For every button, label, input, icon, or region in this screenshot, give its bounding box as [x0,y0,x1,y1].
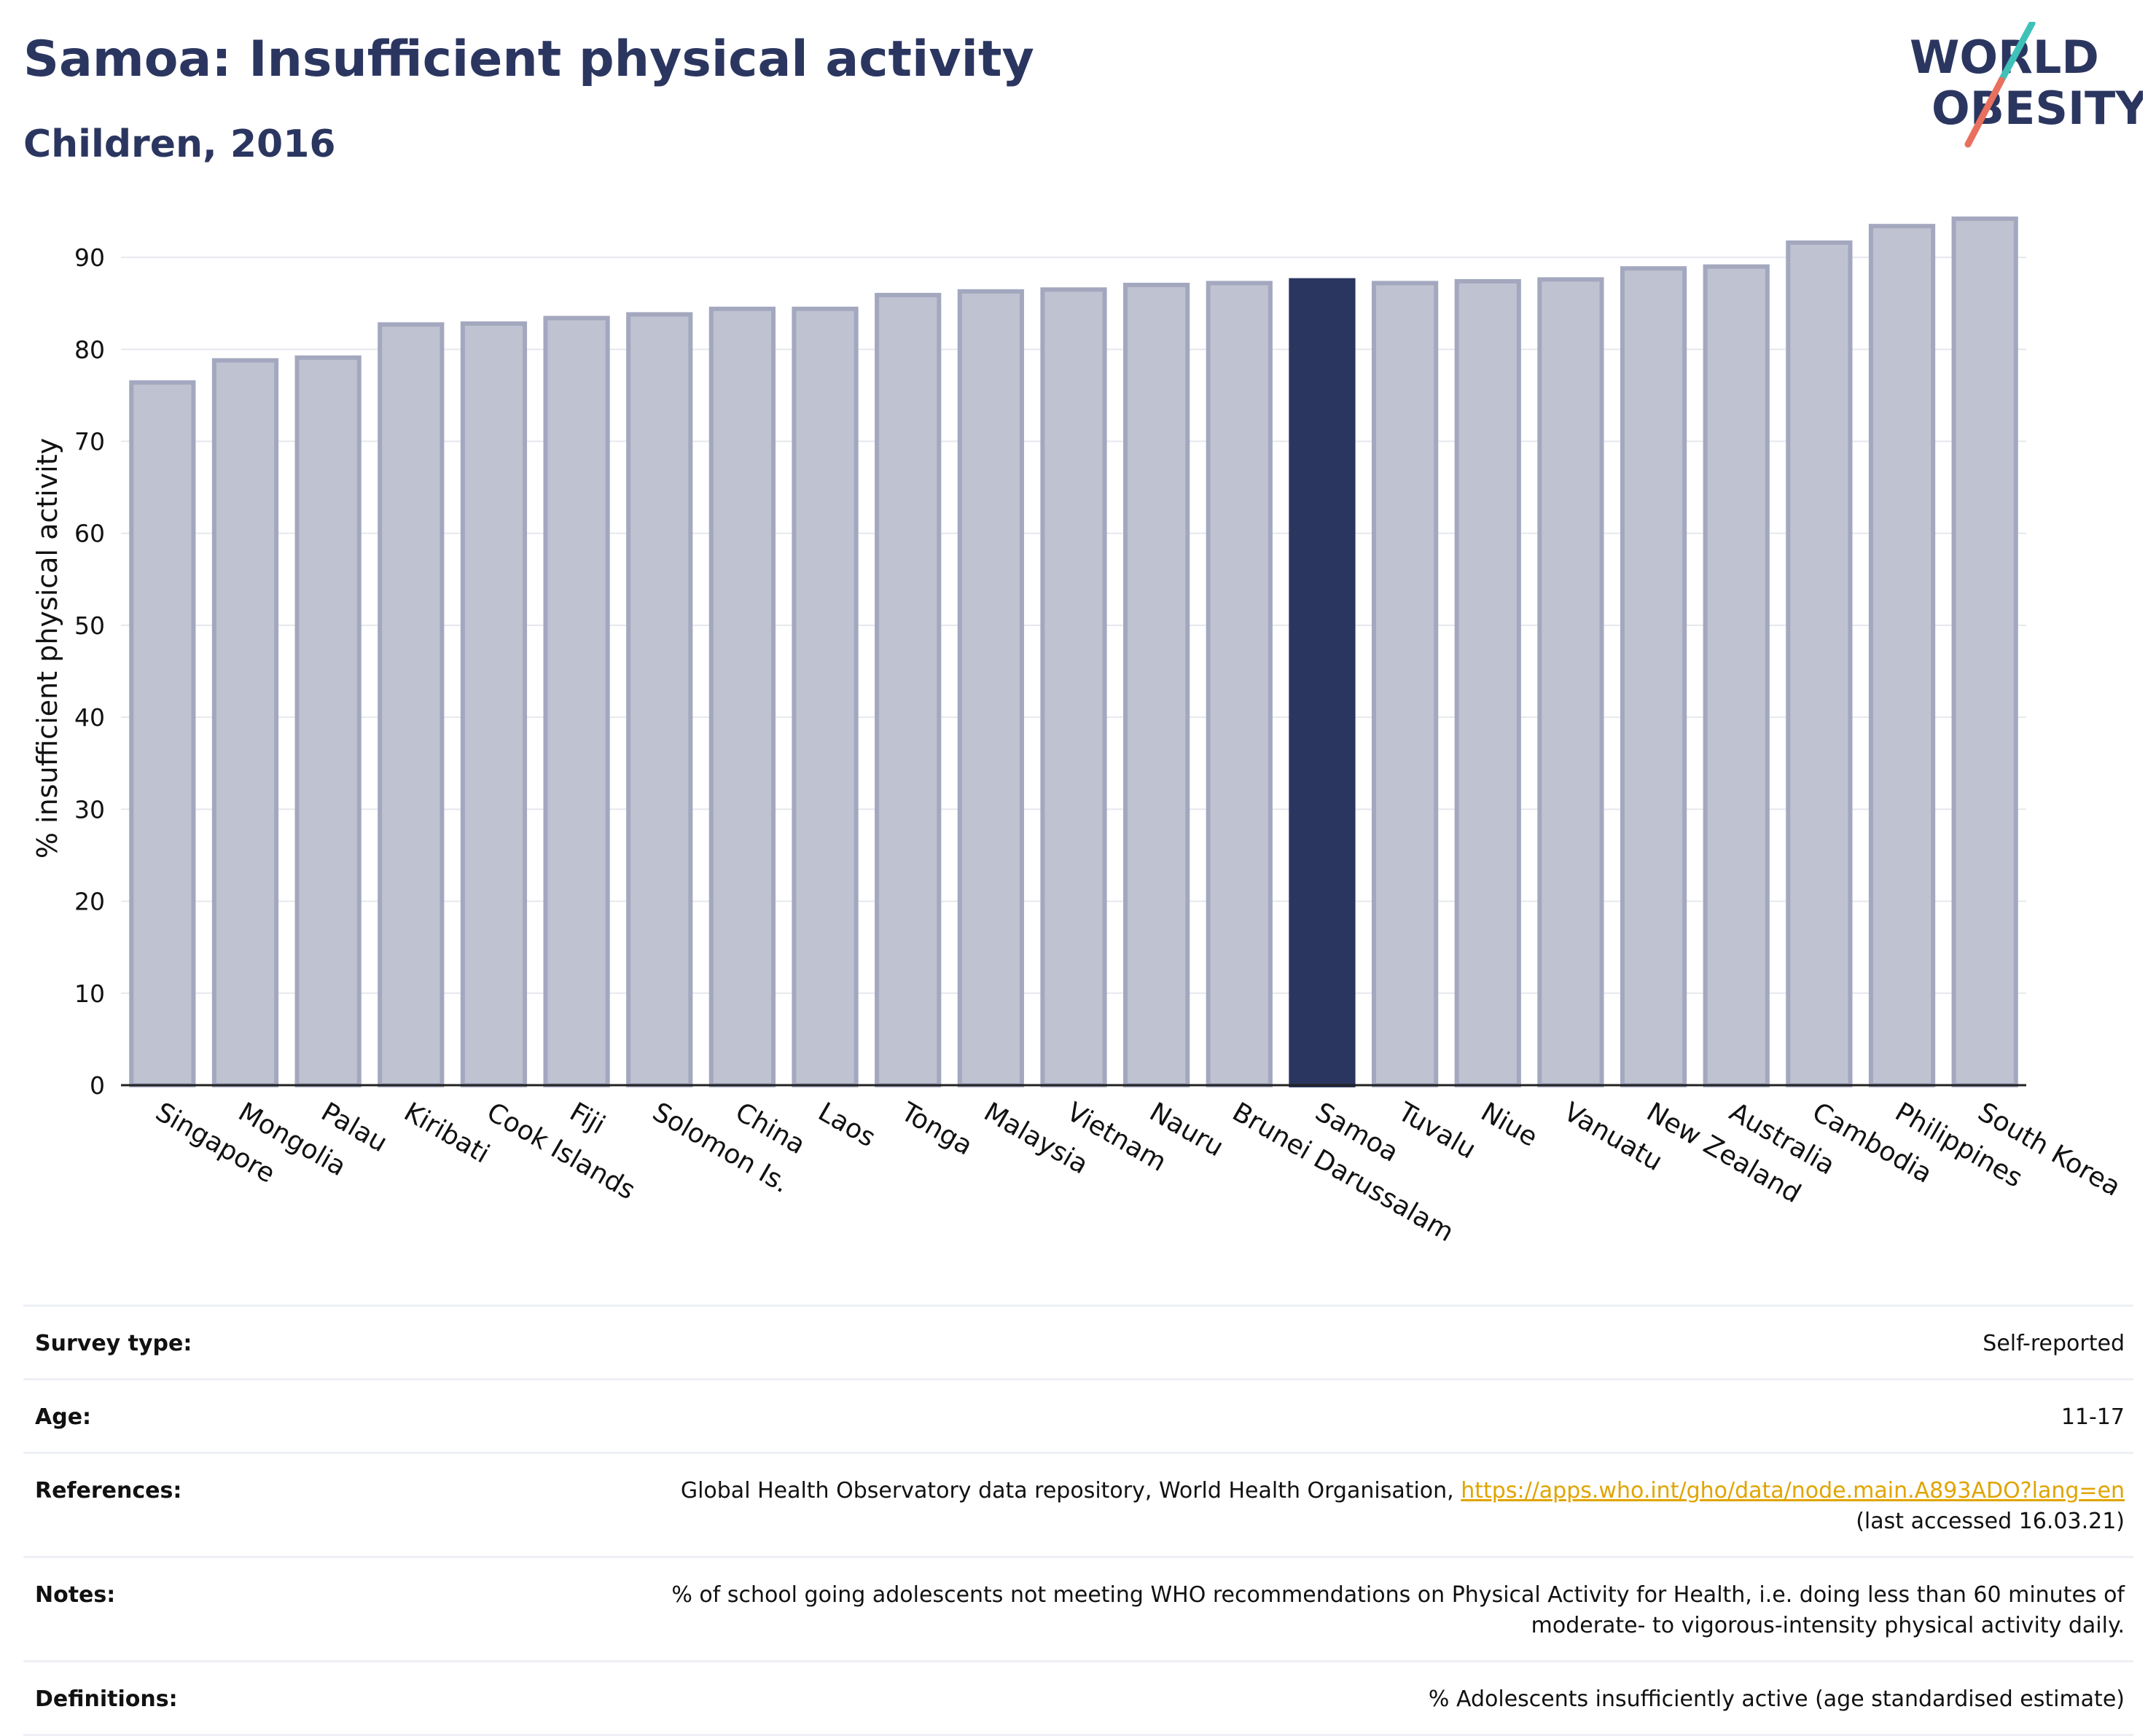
y-tick-label: 20 [74,888,105,916]
x-tick-label: Laos [813,1097,880,1153]
world-obesity-logo: WORLD OBESITY [1910,22,2143,148]
bar-fiji [543,316,610,1088]
bar-new-zealand [1620,266,1687,1088]
notes-line1: % of school going adolescents not meetin… [671,1582,2125,1608]
references-text: Global Health Observatory data repositor… [680,1478,1454,1504]
bar-cook-islands [460,321,528,1088]
notes-value: % of school going adolescents not meetin… [341,1580,2125,1641]
y-tick-label: 50 [74,611,105,640]
bar-mongolia [211,358,279,1087]
y-tick-label: 80 [74,335,105,364]
survey-type-value: Self-reported [1983,1331,2125,1356]
y-tick-label: 40 [74,703,105,732]
x-tick-label: Niue [1476,1097,1542,1152]
y-tick-label: 70 [74,428,105,456]
bar-philippines [1868,224,1936,1087]
y-tick-label: 0 [90,1071,105,1100]
y-tick-label: 90 [74,243,105,272]
bar-palau [294,355,362,1087]
bars [129,216,2018,1088]
references-label: References: [35,1478,182,1504]
bar-china [708,306,776,1087]
x-tick-label: Cook Islands [482,1097,640,1205]
x-tick-label: Kiribati [399,1097,494,1169]
info-table: Survey type: Self-reported Age: 11-17 Re… [23,1305,2133,1736]
bar-chart: 0 10 20 30 40 50 60 70 80 90 SingaporeMongoliaPal… [31,216,2125,1248]
notes-line2: moderate- to vigorous-intensity physical… [1531,1613,2125,1638]
y-tick-label: 60 [74,520,105,548]
references-link[interactable]: https://apps.who.int/gho/data/node.main.… [1461,1478,2125,1504]
bar-laos [792,306,859,1087]
x-tick-label: Fiji [565,1097,610,1141]
bar-niue [1454,278,1521,1087]
age-value: 11-17 [2061,1404,2125,1430]
age-label: Age: [35,1404,92,1430]
info-row-age: Age: 11-17 [23,1378,2133,1452]
references-accessed: (last accessed 16.03.21) [1856,1509,2125,1534]
bar-australia [1703,264,1770,1087]
info-row-notes: Notes: % of school going adolescents not… [23,1556,2133,1660]
bar-singapore [129,380,196,1087]
bar-tonga [875,292,942,1088]
bar-kiribati [378,322,445,1088]
bar-cambodia [1786,240,1853,1087]
bar-samoa [1289,278,1356,1088]
page-title: Samoa: Insufficient physical activity [23,31,1034,88]
bar-vietnam [1040,287,1107,1088]
logo-line2: OBESITY [1932,82,2143,135]
x-tick-label: Tuvalu [1392,1097,1480,1165]
info-row-references: References: Global Health Observatory da… [23,1452,2133,1556]
references-value: Global Health Observatory data repositor… [341,1476,2125,1537]
y-tick-label: 30 [74,795,105,824]
notes-label: Notes: [35,1582,116,1608]
info-row-definitions: Definitions: % Adolescents insufficientl… [23,1660,2133,1736]
bar-tuvalu [1371,281,1439,1087]
y-axis-title: % insufficient physical activity [31,438,63,859]
page-subtitle: Children, 2016 [23,122,336,166]
info-row-survey-type: Survey type: Self-reported [23,1305,2133,1378]
y-axis-ticks: 0 10 20 30 40 50 60 70 80 90 [74,243,105,1100]
bar-nauru [1123,282,1190,1088]
survey-type-label: Survey type: [35,1331,192,1356]
x-tick-label: Tonga [895,1097,977,1162]
definitions-value: % Adolescents insufficiently active (age… [1428,1686,2125,1712]
definitions-label: Definitions: [35,1686,178,1712]
bar-brunei-darussalam [1206,281,1273,1087]
bar-south-korea [1951,216,2018,1088]
y-tick-label: 10 [74,980,105,1008]
bar-malaysia [957,289,1024,1088]
bar-solomon-is [626,312,693,1087]
bar-vanuatu [1537,277,1604,1088]
